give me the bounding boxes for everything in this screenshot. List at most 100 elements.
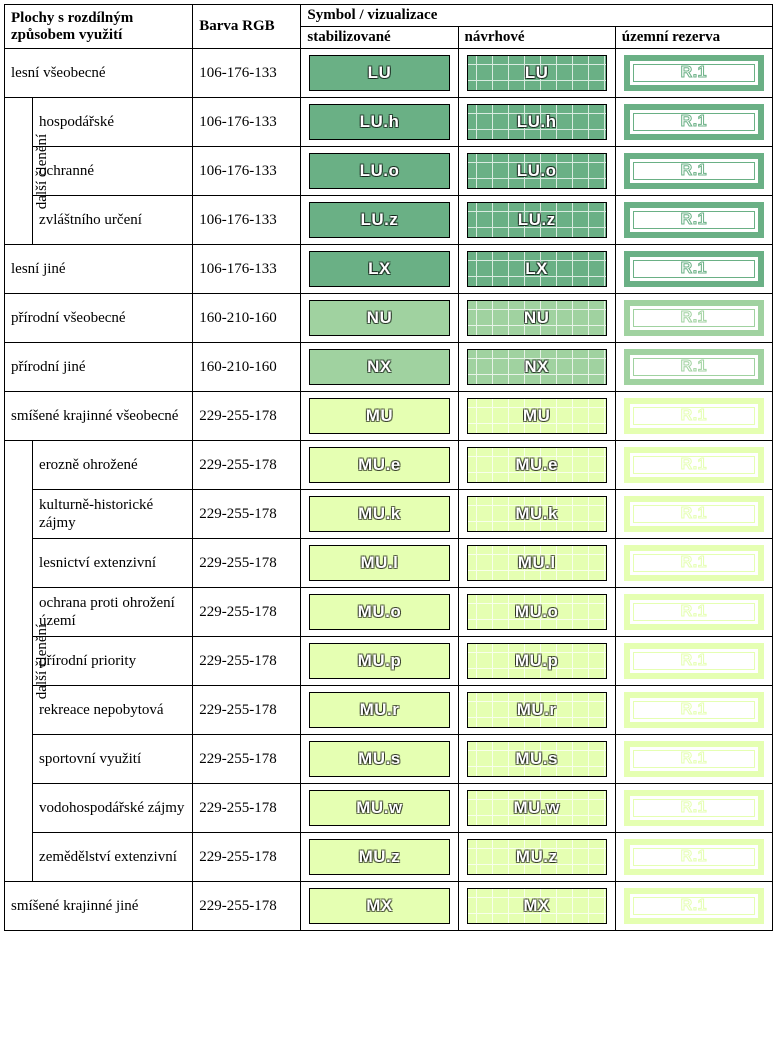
row-name: lesní jiné — [5, 245, 193, 294]
swatch-navr: LU — [467, 55, 607, 91]
table-row: lesní všeobecné106-176-133LULUR.1 — [5, 49, 773, 98]
swatch-stab: LU.z — [309, 202, 449, 238]
swatch-rez: R.1 — [624, 153, 764, 189]
swatch-navr: MU.s — [467, 741, 607, 777]
vertical-group-label: další členění — [5, 441, 33, 882]
swatch-stab: MU.s — [309, 741, 449, 777]
cell-rez: R.1 — [615, 343, 772, 392]
cell-stab: MU.z — [301, 833, 458, 882]
cell-navr: NX — [458, 343, 615, 392]
table-row: smíšené krajinné jiné229-255-178MXMXR.1 — [5, 882, 773, 931]
swatch-navr: MU.o — [467, 594, 607, 630]
row-rgb: 229-255-178 — [193, 882, 301, 931]
swatch-stab: MU.p — [309, 643, 449, 679]
row-rgb: 229-255-178 — [193, 588, 301, 637]
swatch-rez: R.1 — [624, 496, 764, 532]
cell-rez: R.1 — [615, 686, 772, 735]
cell-stab: MU.o — [301, 588, 458, 637]
table-row: zvláštního určení106-176-133LU.zLU.zR.1 — [5, 196, 773, 245]
cell-navr: MU.w — [458, 784, 615, 833]
col-symbol: Symbol / vizualizace — [301, 5, 773, 27]
swatch-rez: R.1 — [624, 594, 764, 630]
cell-navr: MU.e — [458, 441, 615, 490]
swatch-navr: MU.e — [467, 447, 607, 483]
cell-rez: R.1 — [615, 539, 772, 588]
row-name: přírodní priority — [33, 637, 193, 686]
swatch-stab: MU — [309, 398, 449, 434]
swatch-stab: MU.k — [309, 496, 449, 532]
cell-rez: R.1 — [615, 882, 772, 931]
swatch-stab: MX — [309, 888, 449, 924]
cell-stab: LU — [301, 49, 458, 98]
row-name: sportovní využití — [33, 735, 193, 784]
table-row: přírodní priority229-255-178MU.pMU.pR.1 — [5, 637, 773, 686]
swatch-stab: LU.o — [309, 153, 449, 189]
cell-stab: MU.s — [301, 735, 458, 784]
cell-rez: R.1 — [615, 490, 772, 539]
col-rgb: Barva RGB — [193, 5, 301, 49]
swatch-stab: MU.z — [309, 839, 449, 875]
row-name: erozně ohrožené — [33, 441, 193, 490]
row-rgb: 229-255-178 — [193, 392, 301, 441]
cell-rez: R.1 — [615, 588, 772, 637]
swatch-navr: MU.w — [467, 790, 607, 826]
col-sub-navr: návrhové — [458, 27, 615, 49]
swatch-rez: R.1 — [624, 251, 764, 287]
legend-body: lesní všeobecné106-176-133LULUR.1další č… — [5, 49, 773, 931]
vertical-group-label: další členění — [5, 98, 33, 245]
cell-navr: LU.h — [458, 98, 615, 147]
swatch-rez: R.1 — [624, 300, 764, 336]
row-rgb: 106-176-133 — [193, 196, 301, 245]
swatch-navr: MX — [467, 888, 607, 924]
swatch-stab: NX — [309, 349, 449, 385]
swatch-navr: MU — [467, 398, 607, 434]
swatch-rez: R.1 — [624, 741, 764, 777]
cell-navr: MU.o — [458, 588, 615, 637]
swatch-navr: LU.h — [467, 104, 607, 140]
cell-stab: MU.p — [301, 637, 458, 686]
table-row: přírodní všeobecné160-210-160NUNUR.1 — [5, 294, 773, 343]
swatch-navr: MU.r — [467, 692, 607, 728]
row-name: hospodářské — [33, 98, 193, 147]
cell-rez: R.1 — [615, 784, 772, 833]
swatch-stab: NU — [309, 300, 449, 336]
row-rgb: 106-176-133 — [193, 98, 301, 147]
swatch-rez: R.1 — [624, 643, 764, 679]
cell-stab: MU.r — [301, 686, 458, 735]
table-row: sportovní využití229-255-178MU.sMU.sR.1 — [5, 735, 773, 784]
cell-navr: LX — [458, 245, 615, 294]
row-name: rekreace nepobytová — [33, 686, 193, 735]
cell-stab: LU.h — [301, 98, 458, 147]
cell-rez: R.1 — [615, 735, 772, 784]
cell-stab: NU — [301, 294, 458, 343]
cell-navr: NU — [458, 294, 615, 343]
row-rgb: 229-255-178 — [193, 735, 301, 784]
row-rgb: 160-210-160 — [193, 343, 301, 392]
swatch-rez: R.1 — [624, 545, 764, 581]
row-name: lesnictví extenzivní — [33, 539, 193, 588]
cell-rez: R.1 — [615, 196, 772, 245]
cell-stab: LU.z — [301, 196, 458, 245]
swatch-navr: MU.l — [467, 545, 607, 581]
cell-stab: MU — [301, 392, 458, 441]
cell-navr: LU.o — [458, 147, 615, 196]
cell-rez: R.1 — [615, 833, 772, 882]
swatch-rez: R.1 — [624, 447, 764, 483]
swatch-rez: R.1 — [624, 692, 764, 728]
table-row: další členěníerozně ohrožené229-255-178M… — [5, 441, 773, 490]
table-row: rekreace nepobytová229-255-178MU.rMU.rR.… — [5, 686, 773, 735]
swatch-navr: LU.z — [467, 202, 607, 238]
legend-header: Plochy s rozdílným způsobem využití Barv… — [5, 5, 773, 49]
cell-navr: MU — [458, 392, 615, 441]
swatch-rez: R.1 — [624, 839, 764, 875]
table-row: ochrana proti ohrožení území229-255-178M… — [5, 588, 773, 637]
swatch-stab: MU.l — [309, 545, 449, 581]
swatch-rez: R.1 — [624, 398, 764, 434]
row-name: ochranné — [33, 147, 193, 196]
cell-rez: R.1 — [615, 147, 772, 196]
swatch-rez: R.1 — [624, 202, 764, 238]
row-rgb: 229-255-178 — [193, 686, 301, 735]
cell-stab: MU.l — [301, 539, 458, 588]
swatch-stab: MU.e — [309, 447, 449, 483]
legend-table: Plochy s rozdílným způsobem využití Barv… — [4, 4, 773, 931]
